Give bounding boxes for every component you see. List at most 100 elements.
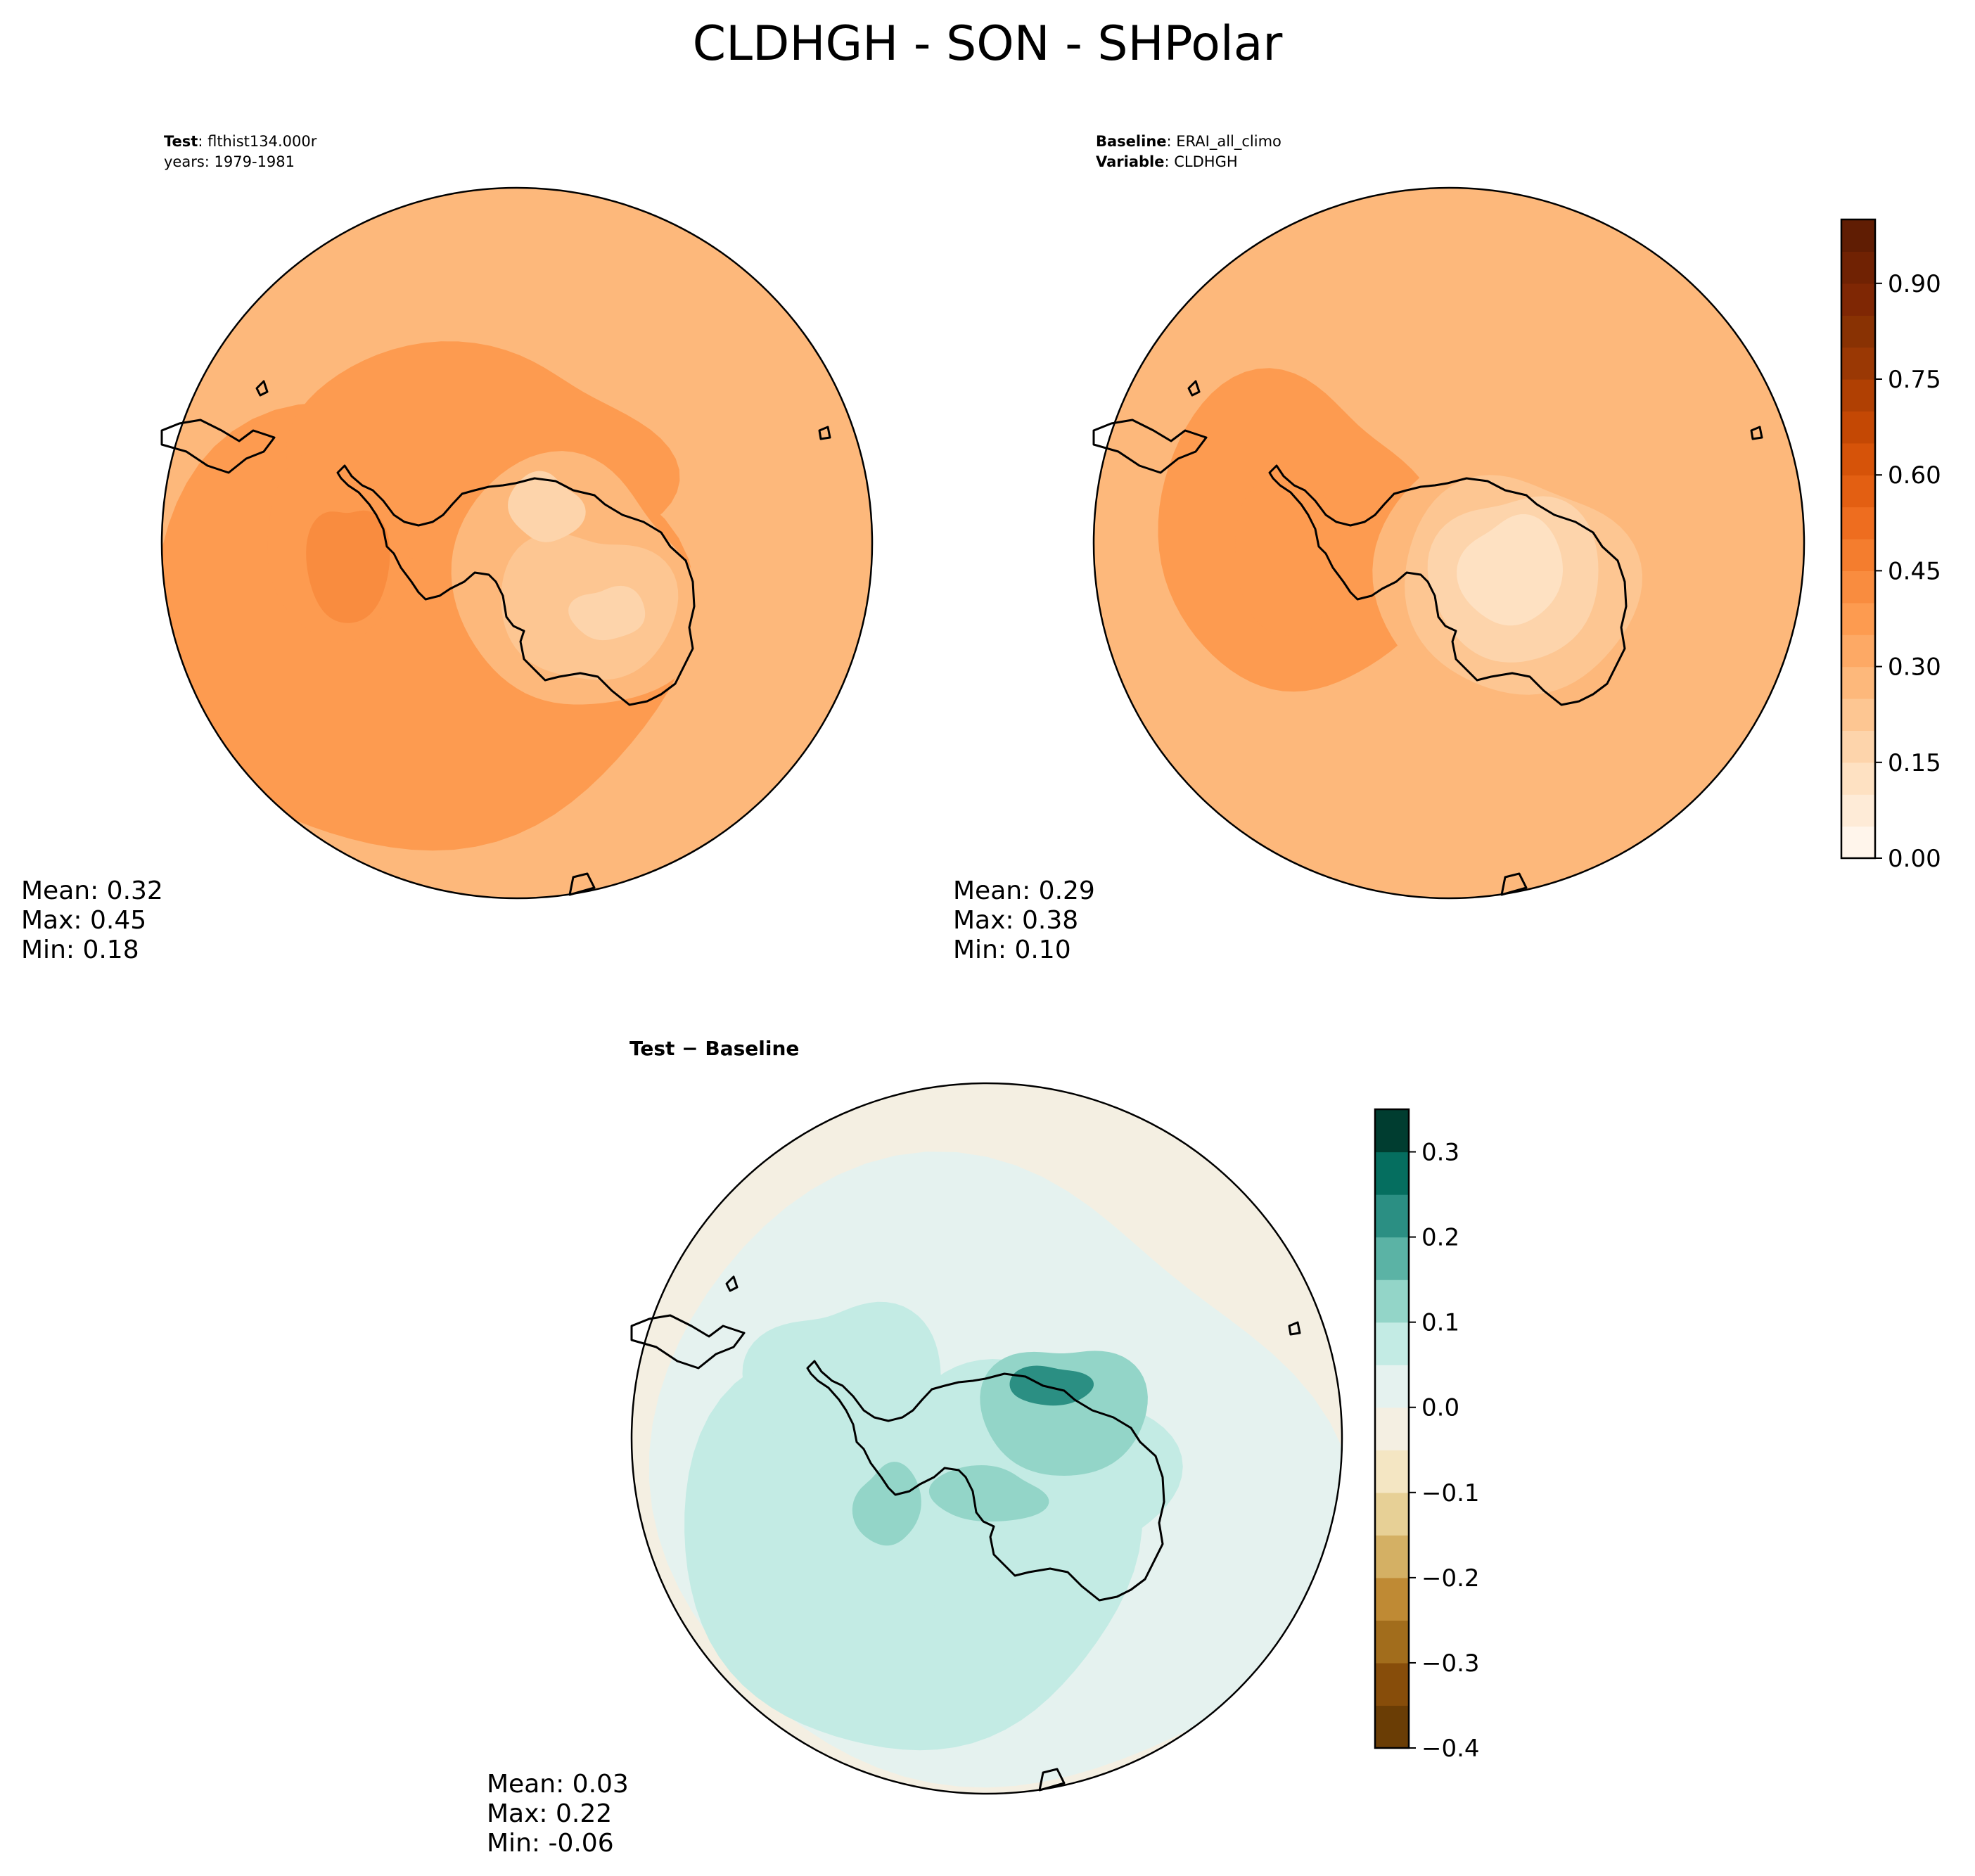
colorbar-segment: [1375, 1620, 1409, 1664]
test-panel: Test: flthist134.000r years: 1979-1981 M…: [21, 133, 874, 964]
colorbar-segment: [1841, 219, 1875, 252]
island-outline: [1187, 380, 1201, 397]
colorbar-segment: [1841, 379, 1875, 411]
baseline-stat-mean: Mean: 0.29: [953, 876, 1095, 905]
colorbar-tick-label: 0.00: [1888, 845, 1941, 873]
colorbar-segment: [1841, 251, 1875, 284]
test-stat-max: Max: 0.45: [21, 906, 146, 935]
colorbar-tick-label: 0.90: [1888, 270, 1941, 298]
colorbar-tick-label: 0.60: [1888, 461, 1941, 490]
colorbar-segment: [1841, 602, 1875, 635]
colorbar-segment: [1841, 762, 1875, 795]
colorbar-segment: [1841, 539, 1875, 571]
variable-header-label: Variable: [1096, 153, 1164, 170]
difference-map-boundary: [630, 1082, 1343, 1795]
colorbar-tick-label: 0.3: [1421, 1139, 1459, 1167]
colorbar-frame: [1840, 218, 1877, 860]
colorbar-segment: [1841, 794, 1875, 827]
colorbar-tick-label: 0.0: [1421, 1394, 1459, 1422]
colorbar-segment: [1841, 475, 1875, 508]
difference-header: Test − Baseline: [629, 1037, 799, 1060]
colorbar-segment: [1841, 634, 1875, 668]
contour-region: [1457, 514, 1563, 626]
colorbar-segment: [1841, 826, 1875, 859]
test-map: [162, 188, 872, 898]
colorbar-segment: [1375, 1450, 1409, 1493]
island-outline: [1038, 1768, 1066, 1792]
baseline-header-line2: Variable: CLDHGH: [1096, 153, 1238, 170]
colorbar-segment: [1375, 1280, 1409, 1323]
test-header-label: Test: [164, 133, 198, 150]
colorbar-segment: [1375, 1662, 1409, 1706]
baseline-header-value: ERAI_all_climo: [1176, 133, 1281, 151]
colorbar-segment: [1375, 1407, 1409, 1450]
difference-header-b: Baseline: [705, 1037, 799, 1060]
colorbar-tick-label: 0.2: [1421, 1224, 1459, 1252]
contour-region: [928, 1465, 1049, 1522]
colorbar-segment: [1375, 1109, 1409, 1153]
baseline-map: [1094, 188, 1804, 898]
contour-region: [933, 1572, 1039, 1669]
island-outline: [818, 426, 831, 440]
colorbar-segment: [1841, 442, 1875, 476]
colorbar-segment: [1375, 1577, 1409, 1621]
colorbar-tick-label: 0.45: [1888, 557, 1941, 585]
colorbar-segment: [1841, 666, 1875, 699]
colorbar-tick-label: −0.3: [1421, 1650, 1480, 1678]
contour-region: [306, 510, 390, 623]
test-header-line2: years: 1979-1981: [164, 153, 295, 170]
difference-panel: Test − Baseline Mean: 0.03 Max: 0.22 Min…: [487, 1037, 1480, 1858]
colorbar-difference: 0.3 0.2 0.1 0.0 −0.1 −0.2 −0.3 −0.4: [1374, 1108, 1480, 1763]
baseline-map-boundary: [1092, 186, 1805, 900]
colorbar-segment: [1375, 1492, 1409, 1536]
contour-region: [508, 471, 586, 542]
baseline-header-label: Baseline: [1096, 133, 1167, 150]
colorbar-frame: [1374, 1108, 1410, 1749]
difference-map: [632, 1083, 1342, 1794]
colorbar-segment: [1841, 283, 1875, 316]
test-map-boundary: [160, 186, 874, 900]
colorbar-segment: [1375, 1194, 1409, 1238]
colorbar-tick-label: 0.15: [1888, 749, 1941, 777]
island-outline: [1750, 426, 1763, 440]
test-stat-mean: Mean: 0.32: [21, 876, 163, 905]
colorbar-segment: [1841, 347, 1875, 380]
colorbar-tick-label: 0.75: [1888, 366, 1941, 394]
difference-stat-max: Max: 0.22: [487, 1799, 612, 1828]
contour-region: [742, 1301, 941, 1462]
contour-region: [1235, 482, 1341, 636]
colorbar-tick-label: 0.1: [1421, 1309, 1459, 1337]
variable-header-value: CLDHGH: [1174, 153, 1237, 170]
antarctica-outline: [336, 464, 696, 706]
colorbar-segment: [1375, 1705, 1409, 1749]
test-header-line1: Test: flthist134.000r: [164, 133, 317, 150]
difference-stat-min: Min: -0.06: [487, 1829, 614, 1858]
island-outline: [1288, 1321, 1301, 1336]
colorbar-tick-label: −0.4: [1421, 1735, 1480, 1763]
colorbar-segment: [1841, 570, 1875, 604]
colorbar-segment: [1375, 1151, 1409, 1195]
colorbar-tick-label: −0.1: [1421, 1479, 1480, 1507]
difference-stat-mean: Mean: 0.03: [487, 1770, 629, 1799]
baseline-stat-min: Min: 0.10: [953, 936, 1071, 964]
contour-region: [568, 585, 646, 641]
test-header-value: flthist134.000r: [207, 133, 317, 150]
colorbar-cloud-fraction: 0.00 0.15 0.30 0.45 0.60 0.75 0.90: [1840, 218, 1941, 873]
difference-header-sep: −: [675, 1037, 705, 1060]
island-outline: [255, 380, 269, 397]
contour-region: [852, 1462, 921, 1546]
island-outline: [725, 1275, 739, 1292]
test-header-sep: :: [198, 133, 207, 150]
antarctica-outline: [806, 1360, 1165, 1602]
colorbar-segment: [1841, 698, 1875, 731]
colorbar-segment: [1375, 1535, 1409, 1578]
test-stat-min: Min: 0.18: [21, 936, 139, 964]
colorbar-segment: [1375, 1322, 1409, 1365]
island-outline: [568, 872, 596, 896]
colorbar-segment: [1841, 411, 1875, 444]
figure-title: CLDHGH - SON - SHPolar: [693, 16, 1283, 72]
colorbar-tick-label: 0.30: [1888, 653, 1941, 682]
colorbar-segment: [1841, 506, 1875, 540]
colorbar-segment: [1841, 315, 1875, 348]
